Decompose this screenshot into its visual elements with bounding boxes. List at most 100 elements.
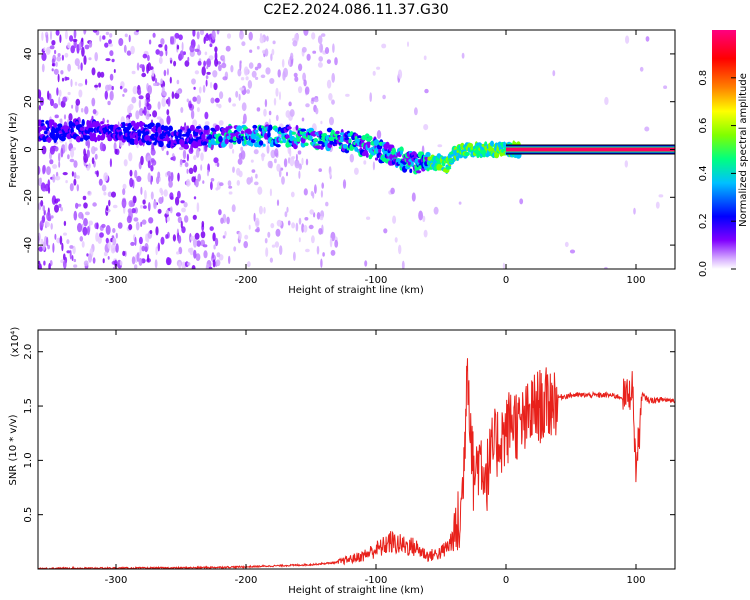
ridge-dot bbox=[191, 138, 197, 143]
speckle-dot bbox=[69, 183, 74, 192]
speckle-dot bbox=[291, 222, 296, 229]
speckle-dot bbox=[59, 34, 62, 43]
speckle-dot bbox=[313, 98, 319, 103]
speckle-dot bbox=[43, 260, 46, 266]
speckle-dot bbox=[81, 241, 85, 248]
speckle-dot bbox=[220, 217, 224, 224]
speckle-dot bbox=[84, 106, 89, 115]
speckle-dot bbox=[184, 162, 189, 168]
speckle-dot bbox=[83, 30, 87, 35]
speckle-dot bbox=[281, 58, 285, 68]
ridge-dot bbox=[189, 124, 195, 132]
speckle-dot bbox=[151, 69, 155, 77]
speckle-dot bbox=[92, 30, 98, 33]
speckle-dot bbox=[305, 158, 309, 166]
speckle-dot bbox=[119, 260, 123, 266]
speckle-dot bbox=[285, 110, 291, 118]
speckle-dot bbox=[140, 205, 143, 209]
speckle-dot bbox=[63, 260, 67, 269]
speckle-dot bbox=[154, 259, 158, 269]
speckle-dot bbox=[127, 208, 133, 214]
speckle-dot bbox=[301, 46, 307, 53]
speckle-dot bbox=[264, 238, 268, 244]
speckle-dot bbox=[148, 217, 154, 224]
speckle-dot bbox=[74, 81, 78, 86]
speckle-dot bbox=[275, 228, 281, 237]
speckle-dot bbox=[98, 82, 101, 88]
speckle-dot bbox=[276, 163, 281, 172]
speckle-dot bbox=[40, 238, 44, 246]
speckle-dot bbox=[113, 69, 116, 73]
speckle-dot bbox=[91, 97, 96, 107]
x-tick-label: 0 bbox=[503, 275, 509, 286]
speckle-dot bbox=[318, 56, 324, 62]
speckle-dot bbox=[342, 179, 347, 189]
speckle-dot bbox=[302, 72, 306, 82]
speckle-dot bbox=[206, 58, 212, 68]
ridge-dot bbox=[373, 139, 380, 147]
speckle-dot bbox=[186, 153, 189, 162]
speckle-dot bbox=[256, 107, 261, 112]
speckle-dot bbox=[253, 149, 259, 155]
ridge-dot bbox=[79, 137, 84, 142]
speckle-dot bbox=[45, 34, 49, 44]
speckle-dot bbox=[144, 246, 148, 253]
ridge-dot bbox=[183, 143, 189, 150]
speckle-dot bbox=[84, 211, 90, 216]
speckle-dot bbox=[71, 104, 74, 109]
speckle-dot bbox=[321, 182, 325, 189]
speckle-dot bbox=[263, 206, 266, 214]
speckle-dot bbox=[305, 103, 310, 108]
speckle-dot bbox=[423, 55, 427, 61]
speckle-dot bbox=[88, 220, 93, 226]
spectrogram-x-axis-label: Height of straight line (km) bbox=[288, 285, 424, 296]
speckle-dot bbox=[203, 60, 207, 67]
speckle-dot bbox=[59, 235, 63, 245]
speckle-dot bbox=[47, 244, 50, 250]
speckle-dot bbox=[308, 224, 314, 230]
speckle-dot bbox=[243, 66, 249, 76]
speckle-dot bbox=[45, 221, 50, 228]
speckle-dot bbox=[294, 76, 299, 82]
speckle-dot bbox=[219, 91, 224, 99]
speckle-dot bbox=[107, 191, 113, 198]
speckle-dot bbox=[97, 71, 102, 78]
speckle-dot bbox=[196, 107, 200, 113]
speckle-dot bbox=[383, 228, 388, 234]
speckle-dot bbox=[317, 62, 323, 68]
speckle-dot bbox=[321, 33, 326, 37]
speckle-dot bbox=[103, 191, 107, 196]
speckle-dot bbox=[78, 89, 83, 98]
speckle-dot bbox=[177, 216, 182, 223]
speckle-dot bbox=[639, 66, 644, 72]
speckle-dot bbox=[235, 90, 239, 98]
speckle-dot bbox=[298, 63, 303, 72]
ridge-dot bbox=[117, 126, 122, 130]
speckle-dot bbox=[58, 96, 61, 106]
speckle-dot bbox=[205, 79, 208, 87]
ridge-dot bbox=[101, 132, 106, 140]
speckle-dot bbox=[142, 199, 146, 205]
speckle-dot bbox=[255, 76, 259, 80]
speckle-dot bbox=[264, 99, 268, 108]
speckle-dot bbox=[84, 44, 90, 50]
speckle-dot bbox=[279, 245, 283, 256]
speckle-dot bbox=[240, 146, 244, 152]
speckle-dot bbox=[130, 45, 135, 55]
x-tick-label: 100 bbox=[626, 575, 645, 586]
speckle-dot bbox=[152, 110, 158, 118]
ridge-dot bbox=[214, 124, 220, 132]
snr-frame bbox=[37, 329, 676, 570]
speckle-dot bbox=[320, 258, 323, 268]
speckle-dot bbox=[181, 159, 186, 163]
speckle-dot bbox=[372, 70, 376, 76]
speckle-dot bbox=[51, 58, 55, 65]
speckle-dot bbox=[140, 221, 143, 227]
speckle-dot bbox=[624, 160, 628, 168]
ridge-dot bbox=[230, 132, 236, 137]
ridge-dot bbox=[291, 131, 296, 135]
speckle-dot bbox=[288, 101, 292, 107]
y-tick-label: 1.0 bbox=[23, 452, 34, 468]
speckle-dot bbox=[204, 111, 209, 120]
